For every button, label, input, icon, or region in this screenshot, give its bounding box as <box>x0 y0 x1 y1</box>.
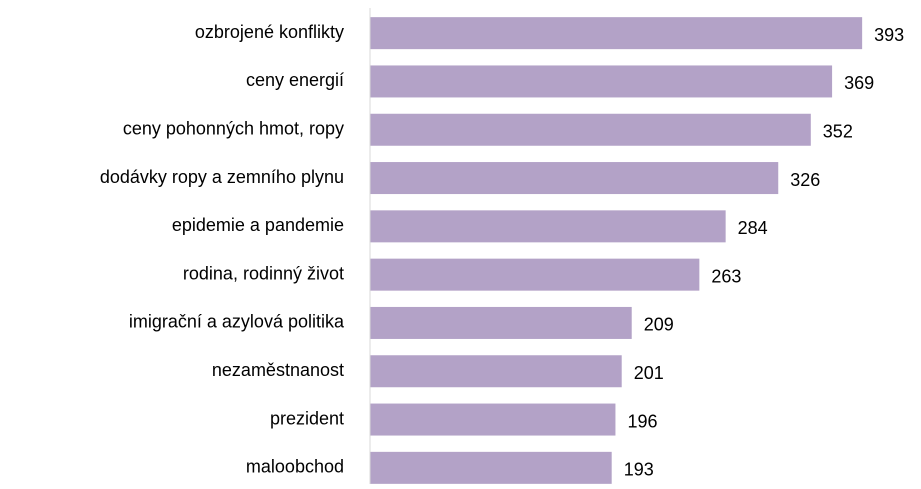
value-label: 196 <box>627 411 657 431</box>
value-label: 284 <box>738 218 768 238</box>
y-tick-label: epidemie a pandemie <box>172 215 344 235</box>
bar <box>370 113 811 146</box>
y-tick-label: ceny pohonných hmot, ropy <box>123 119 344 139</box>
bar <box>370 162 779 195</box>
bar <box>370 17 863 50</box>
y-tick-label: nezaměstnanost <box>212 360 344 380</box>
y-tick-label: rodina, rodinný život <box>183 263 344 283</box>
value-label: 326 <box>790 170 820 190</box>
value-label: 352 <box>823 122 853 142</box>
y-tick-label: ceny energií <box>246 70 344 90</box>
bar <box>370 403 616 436</box>
value-label: 393 <box>874 25 904 45</box>
bar <box>370 210 726 243</box>
bar <box>370 65 833 98</box>
value-label: 263 <box>711 266 741 286</box>
bar <box>370 355 622 388</box>
value-label: 209 <box>644 315 674 335</box>
bar <box>370 306 632 339</box>
y-tick-label: prezident <box>270 408 344 428</box>
value-label: 201 <box>634 363 664 383</box>
value-label: 193 <box>624 460 654 480</box>
bar <box>370 451 612 484</box>
y-tick-label: ozbrojené konflikty <box>195 22 344 42</box>
y-tick-label: dodávky ropy a zemního plynu <box>100 167 344 187</box>
y-tick-label: maloobchod <box>246 457 344 477</box>
value-label: 369 <box>844 73 874 93</box>
bar <box>370 258 700 291</box>
y-tick-label: imigrační a azylová politika <box>129 312 345 332</box>
